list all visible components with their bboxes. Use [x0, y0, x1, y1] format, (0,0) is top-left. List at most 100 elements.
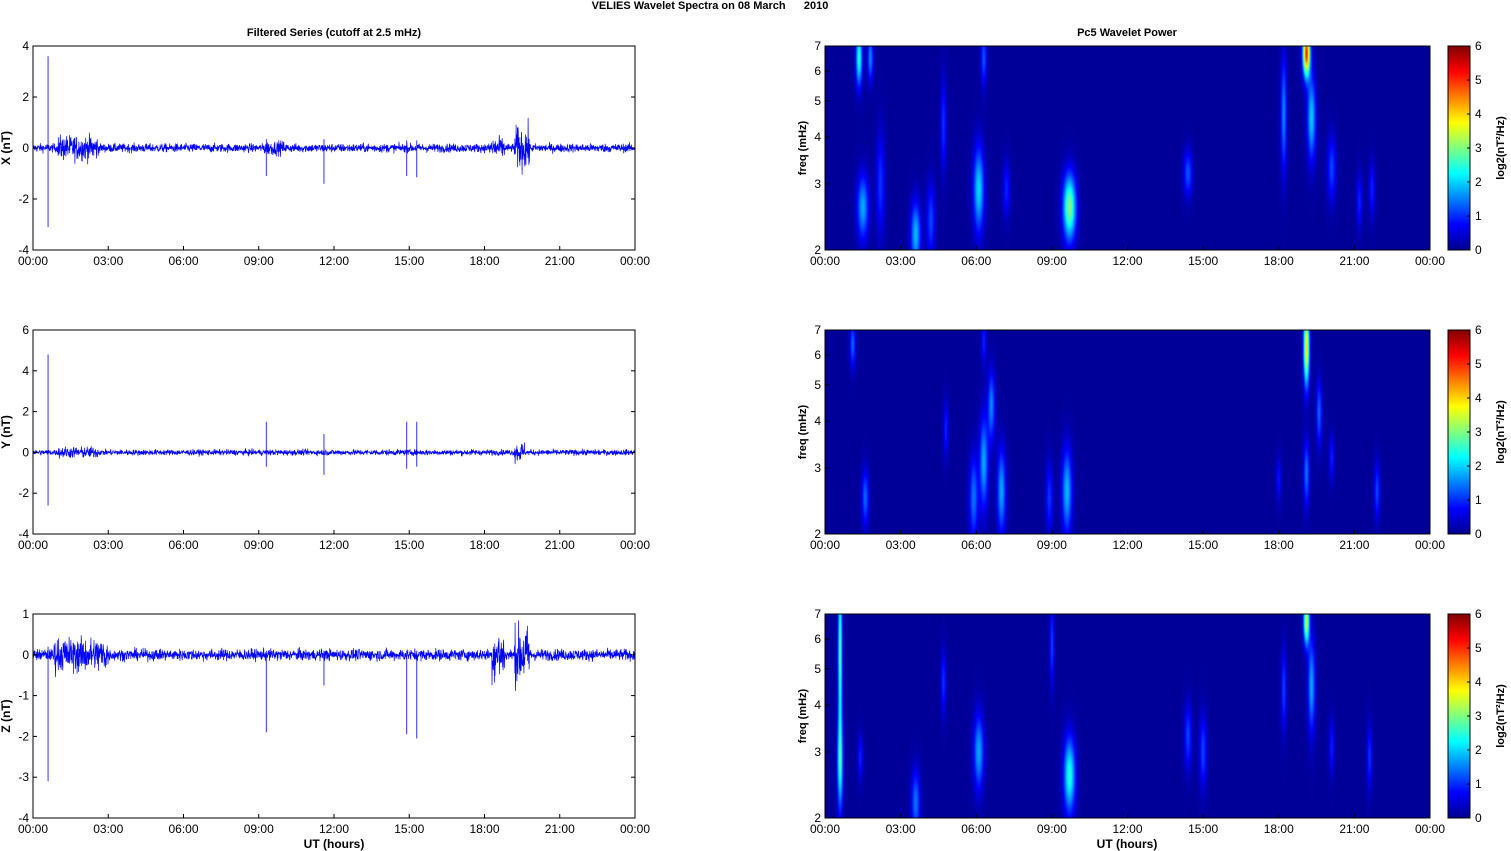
colorbar-tick-label: 2: [1475, 459, 1482, 473]
colorbar-tick-label: 6: [1475, 323, 1482, 337]
y-tick-label: 0: [22, 648, 29, 662]
y-tick-label: 4: [814, 130, 821, 144]
x-tick-label: 09:00: [1037, 822, 1067, 836]
y-tick-label: -3: [18, 770, 29, 784]
figure-suptitle: VELIES Wavelet Spectra on 08 March 2010: [592, 0, 829, 12]
y-tick-label: 0: [22, 445, 29, 459]
x-tick-label: 06:00: [961, 538, 991, 552]
y-tick-label: 2: [22, 405, 29, 419]
x-tick-label: 21:00: [545, 254, 575, 268]
x-tick-label: 15:00: [394, 254, 424, 268]
x-tick-label: 21:00: [545, 822, 575, 836]
x-tick-label: 06:00: [961, 822, 991, 836]
colorbar-tick-label: 4: [1475, 391, 1482, 405]
x-tick-label: 06:00: [168, 254, 198, 268]
wavelet-power-heatmap: [825, 330, 1430, 534]
y-axis-label: X (nT): [0, 131, 13, 165]
wavelet-power-heatmap: [825, 46, 1430, 250]
colorbar-gradient: [1447, 45, 1471, 251]
series-line: [32, 117, 636, 175]
plot-area: [33, 330, 635, 534]
colorbar-tick-label: 3: [1475, 141, 1482, 155]
colorbar-tick-label: 1: [1475, 493, 1482, 507]
y-axis-label: Z (nT): [0, 699, 13, 732]
x-tick-label: 00:00: [18, 254, 48, 268]
x-tick-label: 00:00: [620, 254, 650, 268]
x-tick-label: 15:00: [394, 538, 424, 552]
x-tick-label: 09:00: [1037, 538, 1067, 552]
series-line: [32, 620, 636, 692]
x-tick-label: 18:00: [469, 822, 499, 836]
wavelet-power-heatmap: [825, 614, 1430, 818]
y-tick-label: 3: [814, 177, 821, 191]
colorbar-tick-label: 4: [1475, 675, 1482, 689]
right-x-axis-label: UT (hours): [1097, 837, 1158, 851]
x-tick-label: 00:00: [810, 538, 840, 552]
y-tick-label: 7: [814, 39, 821, 53]
y-axis-label: freq (mHz): [797, 120, 809, 175]
colorbar-tick-label: 6: [1475, 39, 1482, 53]
x-tick-label: 15:00: [1188, 538, 1218, 552]
y-tick-label: -2: [18, 486, 29, 500]
colorbar-tick-label: 3: [1475, 425, 1482, 439]
x-tick-label: 18:00: [1264, 538, 1294, 552]
x-tick-label: 12:00: [1112, 822, 1142, 836]
y-tick-label: 5: [814, 378, 821, 392]
x-tick-label: 18:00: [469, 254, 499, 268]
x-tick-label: 00:00: [1415, 538, 1445, 552]
colorbar-tick-label: 5: [1475, 357, 1482, 371]
x-tick-label: 03:00: [886, 538, 916, 552]
y-tick-label: -2: [18, 192, 29, 206]
colorbar-tick-label: 4: [1475, 107, 1482, 121]
y-tick-label: 2: [814, 243, 821, 257]
x-tick-label: 03:00: [93, 538, 123, 552]
x-tick-label: 09:00: [244, 254, 274, 268]
y-tick-label: 6: [814, 64, 821, 78]
x-tick-label: 18:00: [1264, 254, 1294, 268]
x-tick-label: 00:00: [1415, 822, 1445, 836]
colorbar-label: log2(nT²/Hz): [1495, 684, 1507, 748]
colorbar-tick-label: 3: [1475, 709, 1482, 723]
x-tick-label: 15:00: [1188, 822, 1218, 836]
x-tick-label: 03:00: [886, 822, 916, 836]
y-tick-label: 3: [814, 461, 821, 475]
x-tick-label: 18:00: [1264, 822, 1294, 836]
colorbar: 6 5 4 3 2 1 0 log2(nT²/Hz): [1447, 39, 1507, 257]
colorbar: 6 5 4 3 2 1 0 log2(nT²/Hz): [1447, 607, 1507, 825]
x-tick-label: 09:00: [244, 538, 274, 552]
x-tick-label: 00:00: [810, 822, 840, 836]
colorbar-tick-label: 0: [1475, 527, 1482, 541]
y-tick-label: 4: [22, 39, 29, 53]
y-tick-label: 7: [814, 323, 821, 337]
y-tick-label: 1: [22, 607, 29, 621]
y-axis-label: freq (mHz): [797, 688, 809, 743]
y-tick-label: 2: [814, 527, 821, 541]
timeseries-panel-x: 420-2-400:00 03:00 06:00 09:00 12:00 15:00 18:…: [0, 39, 650, 268]
left-column-title: Filtered Series (cutoff at 2.5 mHz): [247, 27, 422, 39]
right-column-title: Pc5 Wavelet Power: [1077, 27, 1178, 39]
x-tick-label: 12:00: [319, 822, 349, 836]
y-tick-label: 4: [814, 414, 821, 428]
x-tick-label: 15:00: [1188, 254, 1218, 268]
x-tick-label: 06:00: [168, 822, 198, 836]
y-tick-label: 2: [22, 90, 29, 104]
y-tick-label: 5: [814, 94, 821, 108]
x-tick-label: 21:00: [1339, 254, 1369, 268]
x-tick-label: 00:00: [18, 538, 48, 552]
timeseries-panel-z: 10-1-2-3-400:00 03:00 06:00 09:00 12:00 15:00…: [0, 607, 650, 836]
y-tick-label: -2: [18, 729, 29, 743]
y-tick-label: 6: [22, 323, 29, 337]
x-tick-label: 06:00: [961, 254, 991, 268]
x-tick-label: 18:00: [469, 538, 499, 552]
colorbar-tick-label: 5: [1475, 73, 1482, 87]
x-tick-label: 21:00: [1339, 538, 1369, 552]
y-tick-label: -4: [18, 243, 29, 257]
y-tick-label: 3: [814, 745, 821, 759]
colorbar-label: log2(nT²/Hz): [1495, 400, 1507, 464]
x-tick-label: 00:00: [1415, 254, 1445, 268]
colorbar-label: log2(nT²/Hz): [1495, 116, 1507, 180]
y-tick-label: -4: [18, 811, 29, 825]
